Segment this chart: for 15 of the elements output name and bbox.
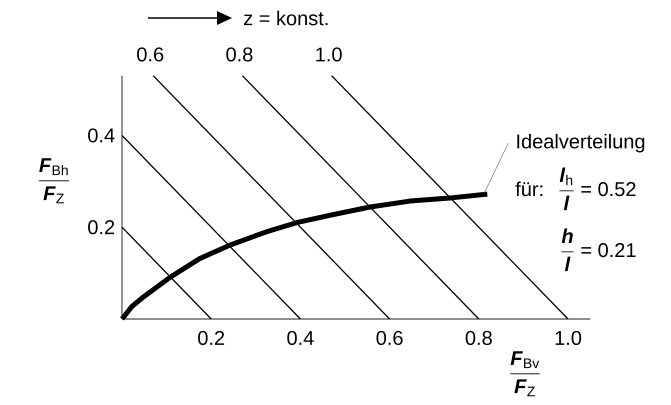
x-tick-label: 0.6: [376, 330, 403, 346]
x-tick-label: 0.8: [466, 330, 492, 346]
series-label: 0.6: [137, 47, 164, 62]
annotation: für:: [515, 182, 542, 196]
text: z = konst.: [244, 10, 328, 26]
x-tick-label: 1.0: [556, 330, 582, 346]
annotation: $\frac{\textbf{\textit{h}}}{\textbf{\textit{l}}}\text{ = 0.21}$: [561, 228, 636, 272]
series-label: 1.0: [316, 47, 342, 62]
text: Idealverteilung: [517, 134, 644, 152]
x-tick-label: 0.2: [198, 330, 224, 346]
x-tick-label: 0.4: [287, 330, 314, 346]
x-axis-title: $\frac{\textbf{\textit{F}}_{\text{Bv}}}{\textbf{\textit{F}}_{\text{Z}}}$: [510, 351, 540, 396]
annotation: $\frac{\textbf{\textit{l}}_{\text{h}}}{\textbf{\textit{l}}}\text{ = 0.52}$: [559, 168, 636, 210]
series-label: 0.8: [226, 47, 252, 62]
y-axis-title: $\frac{\textbf{\textit{F}}_{\text{Bh}}}{\textbf{\textit{F}}_{\text{Z}}}$: [38, 158, 70, 204]
